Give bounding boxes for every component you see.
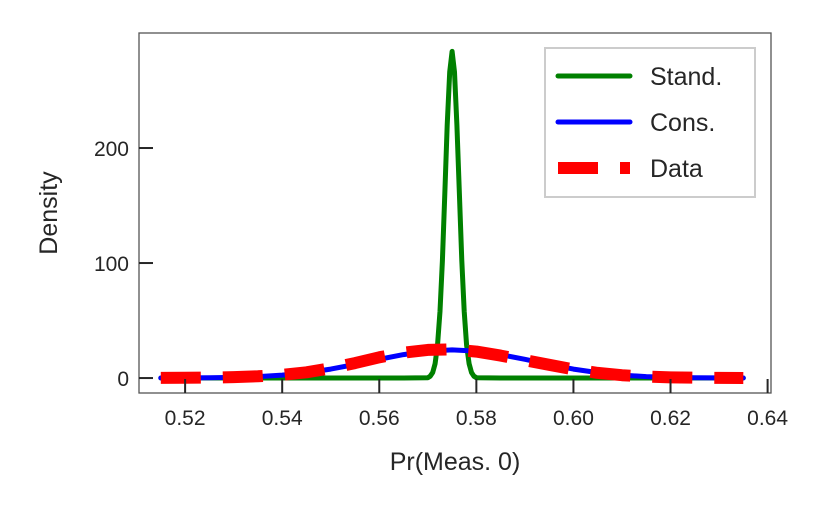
x-axis-label: Pr(Meas. 0) bbox=[390, 448, 521, 476]
x-tick-label: 0.64 bbox=[747, 407, 788, 430]
x-tick-label: 0.54 bbox=[262, 407, 303, 430]
legend: Stand. Cons. Data bbox=[544, 47, 756, 198]
x-tick-label: 0.52 bbox=[165, 407, 206, 430]
y-tick-label: 0 bbox=[117, 368, 129, 391]
plot-frame bbox=[138, 32, 772, 394]
x-tick-label: 0.62 bbox=[650, 407, 691, 430]
y-tick-label: 100 bbox=[94, 253, 129, 276]
series-line-stand bbox=[158, 48, 746, 381]
y-axis: 0 100 200 bbox=[94, 138, 153, 391]
plot-lines bbox=[158, 48, 746, 384]
legend-label: Cons. bbox=[650, 109, 715, 137]
series-line-data bbox=[160, 343, 744, 384]
legend-label: Stand. bbox=[650, 63, 722, 91]
legend-label: Data bbox=[650, 155, 703, 183]
x-tick-label: 0.60 bbox=[553, 407, 594, 430]
y-axis-label: Density bbox=[35, 171, 63, 255]
x-tick-label: 0.58 bbox=[456, 407, 497, 430]
y-tick-label: 200 bbox=[94, 138, 129, 161]
x-tick-label: 0.56 bbox=[359, 407, 400, 430]
x-axis: 0.52 0.54 0.56 0.58 0.60 0.62 0.64 bbox=[165, 379, 788, 430]
